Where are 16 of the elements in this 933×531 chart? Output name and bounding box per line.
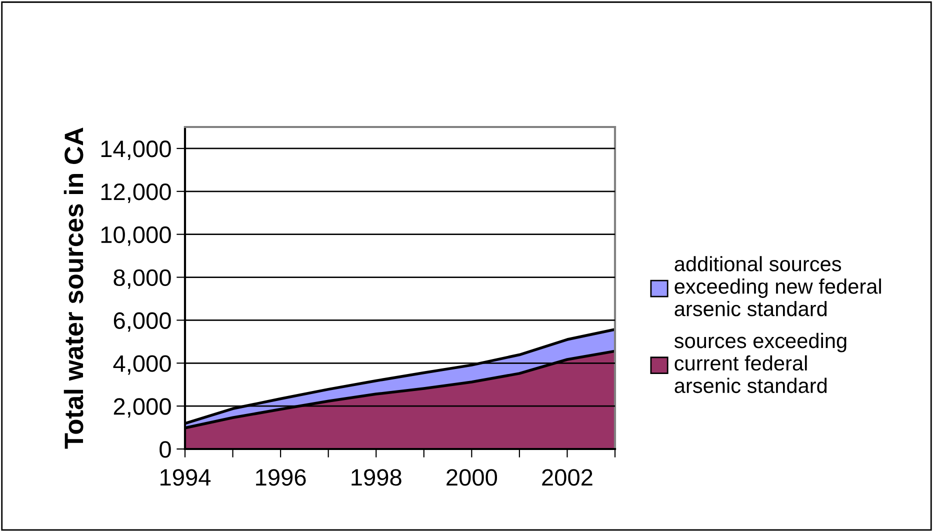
y-tick-label: 0 — [160, 441, 171, 458]
y-axis-title: Total water sources in CA — [64, 128, 84, 449]
x-tick-label: 1998 — [352, 469, 402, 486]
y-tick-label: 4,000 — [113, 355, 171, 375]
y-tick-label: 2,000 — [114, 398, 171, 418]
y-tick-label: 14,000 — [101, 140, 171, 160]
y-tick-label: 12,000 — [101, 183, 171, 203]
x-tick-label: 2002 — [542, 469, 592, 486]
x-tick-label: 2000 — [446, 469, 498, 486]
x-tick-label: 1994 — [160, 469, 211, 486]
y-tick-label: 6,000 — [114, 312, 171, 332]
legend-label: sources exceeding current federal arsenic standard — [674, 332, 846, 394]
x-tick-label: 1996 — [256, 469, 306, 486]
y-tick-label: 8,000 — [114, 269, 171, 289]
legend-label: additional sources exceeding new federal arsenic standard — [674, 256, 881, 316]
y-tick-label: 10,000 — [101, 226, 171, 246]
